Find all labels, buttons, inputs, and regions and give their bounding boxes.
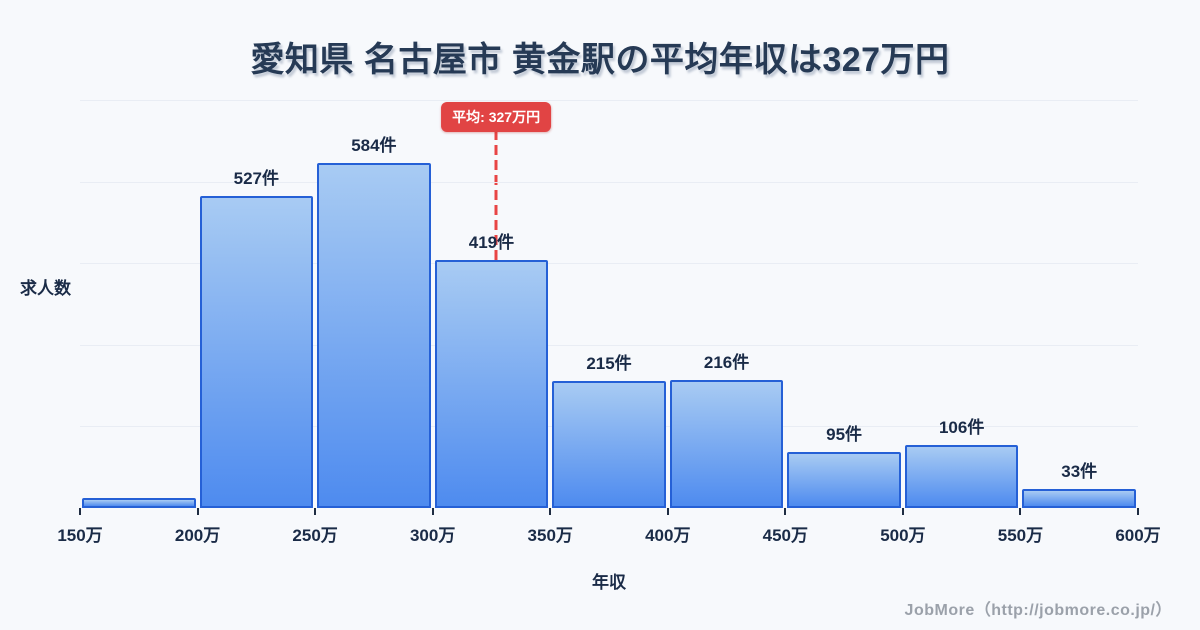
- bar-count-label: 215件: [586, 353, 632, 373]
- x-axis-tick: [431, 508, 434, 515]
- histogram-bar: [787, 451, 901, 508]
- gridline: [80, 263, 1138, 265]
- average-badge: 平均: 327万円: [441, 102, 552, 132]
- histogram-bar: [552, 380, 666, 508]
- histogram-bar: [669, 380, 784, 508]
- gridline: [80, 100, 1138, 101]
- footer-credit: JobMore（http://jobmore.co.jp/）: [904, 602, 1172, 619]
- chart-title: 愛知県 名古屋市 黄金駅の平均年収は327万円: [250, 41, 950, 79]
- x-axis-tick-label: 450万: [762, 526, 809, 545]
- x-axis-tick-label: 400万: [645, 526, 691, 545]
- histogram-bar: [82, 497, 196, 508]
- x-axis-tick: [1019, 508, 1022, 515]
- plot-area: 平均: 327万円 527件 584件 419件 215件 216件 95件 106件 33件…: [57, 100, 1161, 545]
- bar-count-label: 527件: [233, 169, 280, 189]
- gridline: [80, 181, 1138, 183]
- gridline: [80, 344, 1138, 346]
- histogram-bar: [199, 196, 314, 508]
- x-axis-tick-label: 250万: [292, 526, 338, 545]
- histogram-bar: [317, 162, 431, 508]
- histogram-bar: [904, 445, 1019, 508]
- histogram-bar: [1022, 488, 1136, 508]
- x-axis-tick-label: 350万: [527, 526, 573, 545]
- x-axis-tick: [666, 508, 669, 515]
- x-axis-tick-label: 300万: [409, 526, 456, 545]
- bar-count-label: 33件: [1061, 461, 1098, 481]
- x-axis-tick-label: 200万: [174, 526, 221, 545]
- x-axis-label: 年収: [592, 573, 626, 592]
- x-axis-tick: [1137, 508, 1139, 515]
- histogram-bar: [434, 260, 549, 508]
- bar-count-label: 584件: [351, 135, 397, 155]
- bar-count-label: 95件: [826, 424, 863, 444]
- x-axis-tick-label: 550万: [997, 526, 1044, 545]
- x-axis-tick-label: 500万: [880, 526, 926, 545]
- bar-count-label: 106件: [938, 418, 985, 438]
- x-axis-tick: [549, 508, 552, 515]
- x-axis-tick-label: 600万: [1115, 526, 1161, 545]
- x-axis-tick: [784, 508, 787, 515]
- x-axis-tick-label: 150万: [57, 526, 103, 545]
- bar-count-label: 419件: [468, 233, 515, 253]
- x-axis-tick: [314, 508, 317, 515]
- x-axis-tick: [196, 508, 199, 515]
- x-axis-tick: [901, 508, 904, 515]
- bar-count-label: 216件: [703, 353, 750, 373]
- y-axis-label: 求人数: [20, 279, 71, 298]
- x-axis-tick: [79, 508, 81, 515]
